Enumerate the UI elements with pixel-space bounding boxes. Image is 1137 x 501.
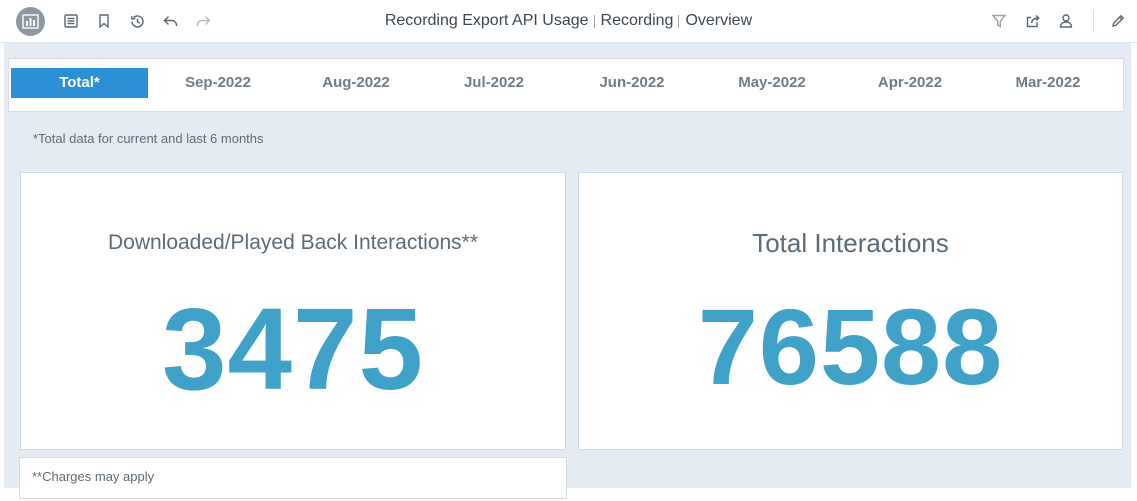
redo-icon[interactable] xyxy=(191,9,215,33)
share-icon[interactable] xyxy=(1021,9,1045,33)
tab-apr-2022[interactable]: Apr-2022 xyxy=(877,74,943,91)
history-icon[interactable] xyxy=(125,9,149,33)
tab-sep-2022[interactable]: Sep-2022 xyxy=(185,74,251,91)
tab-aug-2022[interactable]: Aug-2022 xyxy=(322,74,390,91)
tab-jul-2022[interactable]: Jul-2022 xyxy=(463,74,525,91)
list-icon[interactable] xyxy=(59,9,83,33)
charges-note: **Charges may apply xyxy=(32,469,155,484)
downloaded-interactions-value: 3475 xyxy=(161,284,425,414)
bookmark-icon[interactable] xyxy=(92,9,116,33)
total-interactions-title: Total Interactions xyxy=(752,228,949,258)
breadcrumb-folder[interactable]: Recording xyxy=(600,12,674,29)
breadcrumb-page[interactable]: Overview xyxy=(685,12,753,29)
top-toolbar: Recording Export API Usage Recording Ove… xyxy=(0,0,1137,43)
month-tab-bar: Total* Sep-2022 Aug-2022 Jul-2022 Jun-20… xyxy=(8,58,1124,112)
tab-may-2022[interactable]: May-2022 xyxy=(738,74,806,91)
total-data-note: *Total data for current and last 6 month… xyxy=(33,131,264,146)
charges-note-card: **Charges may apply xyxy=(19,457,567,499)
toolbar-divider xyxy=(1093,10,1094,32)
tab-jun-2022[interactable]: Jun-2022 xyxy=(599,74,665,91)
downloaded-interactions-title: Downloaded/Played Back Interactions** xyxy=(107,231,479,254)
breadcrumb-report[interactable]: Recording Export API Usage xyxy=(384,12,589,29)
user-icon[interactable] xyxy=(1054,9,1078,33)
tab-mar-2022[interactable]: Mar-2022 xyxy=(1015,74,1081,91)
dashboard-canvas: Total* Sep-2022 Aug-2022 Jul-2022 Jun-20… xyxy=(4,43,1131,499)
total-interactions-card: Total Interactions 76588 xyxy=(578,172,1123,450)
total-interactions-value: 76588 xyxy=(697,286,1004,407)
dashboard-logo-icon[interactable] xyxy=(16,7,45,36)
undo-icon[interactable] xyxy=(158,9,182,33)
downloaded-interactions-card: Downloaded/Played Back Interactions** 34… xyxy=(20,172,566,450)
tab-total[interactable]: Total* xyxy=(11,68,148,98)
filter-icon[interactable] xyxy=(987,9,1011,33)
edit-pencil-icon[interactable] xyxy=(1106,9,1130,33)
report-title: Recording Export API Usage Recording Ove… xyxy=(0,0,1137,42)
